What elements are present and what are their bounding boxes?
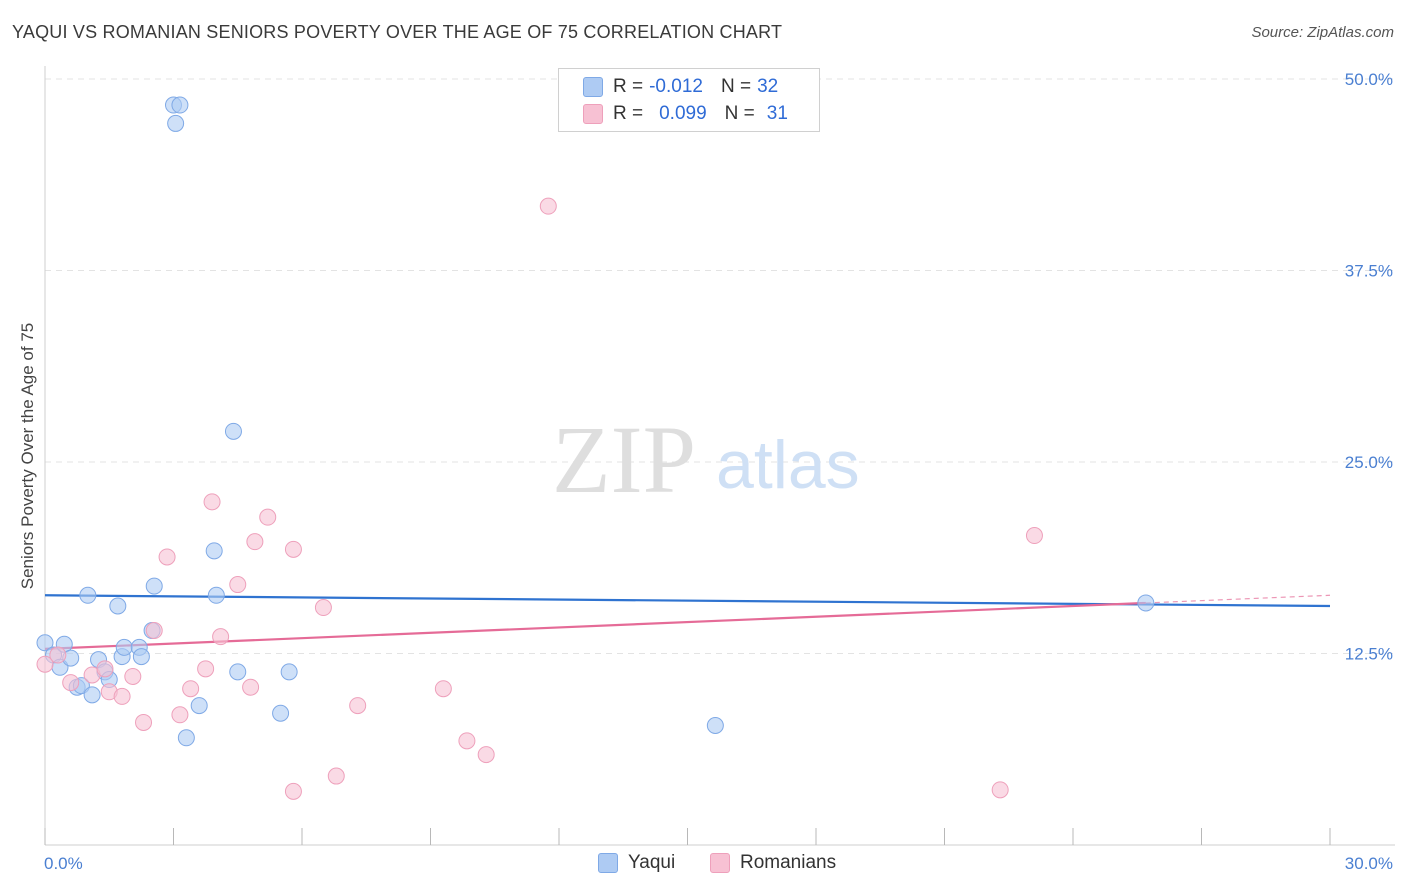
yaqui-point: [167, 114, 185, 132]
yaqui-point: [272, 704, 290, 722]
yaqui-point: [115, 638, 133, 656]
romanians-swatch: [710, 853, 730, 873]
yaqui-point: [36, 634, 54, 652]
tick-labels: 12.5% 25.0% 37.5% 50.0% 0.0% 30.0%: [44, 70, 1393, 873]
n-label: N =: [720, 76, 752, 97]
legend-label: Yaqui: [628, 852, 676, 873]
romanian-point: [246, 533, 264, 551]
romanian-point: [212, 628, 230, 646]
r-label: R =: [613, 76, 644, 97]
yaqui-point: [132, 648, 150, 666]
romanian-point: [349, 697, 367, 715]
yaqui-point: [1137, 594, 1155, 612]
r-value: -0.012: [649, 76, 703, 97]
yaqui-point: [280, 663, 298, 681]
romanian-point: [145, 622, 163, 640]
romanian-point: [434, 680, 452, 698]
legend-row-romanians: R = 0.099 N = 31: [583, 102, 788, 126]
data-points: [36, 96, 1155, 800]
romanian-point: [36, 655, 54, 673]
yaqui-point: [205, 542, 223, 560]
legend-row-yaqui: R = -0.012 N = 32: [583, 75, 778, 99]
legend-item-romanians[interactable]: Romanians: [710, 852, 836, 874]
romanian-point: [458, 732, 476, 750]
yaqui-swatch: [583, 77, 603, 97]
romanian-point: [314, 599, 332, 617]
y-tick-label: 12.5%: [1345, 645, 1393, 664]
romanian-point: [49, 646, 67, 664]
romanian-point: [259, 508, 277, 526]
yaqui-point: [83, 686, 101, 704]
watermark: ZIP atlas: [552, 406, 860, 513]
yaqui-point: [109, 597, 127, 615]
r-label: R =: [613, 103, 644, 124]
romanian-point: [477, 746, 495, 764]
romanian-point: [96, 660, 114, 678]
y-tick-label: 50.0%: [1345, 70, 1393, 89]
chart-title: YAQUI VS ROMANIAN SENIORS POVERTY OVER T…: [12, 22, 783, 42]
romanian-point: [171, 706, 189, 724]
n-value: 31: [766, 103, 788, 124]
romanian-point: [158, 548, 176, 566]
romanian-point: [124, 667, 142, 685]
yaqui-point: [145, 577, 163, 595]
watermark-atlas: atlas: [716, 427, 860, 503]
n-value: 32: [757, 76, 779, 97]
romanian-point: [327, 767, 345, 785]
yaqui-point: [177, 729, 195, 747]
romanians-swatch: [583, 104, 603, 124]
legend-item-yaqui[interactable]: Yaqui: [598, 852, 675, 874]
yaqui-point: [229, 663, 247, 681]
x-tick-label: 0.0%: [44, 854, 83, 873]
romanian-trend-line: [44, 601, 1146, 651]
romanian-point: [539, 197, 557, 215]
yaqui-swatch: [598, 853, 618, 873]
axes: [44, 66, 1395, 846]
romanian-point: [229, 576, 247, 594]
stats-legend: R = -0.012 N = 32 R = 0.099 N = 31: [558, 68, 820, 132]
romanian-point: [242, 678, 260, 696]
watermark-zip: ZIP: [552, 406, 696, 513]
legend-label: Romanians: [740, 852, 837, 873]
yaqui-point: [171, 96, 189, 114]
romanian-point: [284, 540, 302, 558]
romanian-point: [1025, 527, 1043, 545]
romanian-point: [991, 781, 1009, 799]
series-legend: Yaqui Romanians: [0, 852, 1406, 878]
yaqui-point: [79, 586, 97, 604]
romanian-point: [62, 674, 80, 692]
source-credit: Source: ZipAtlas.com: [1251, 24, 1394, 41]
y-tick-label: 37.5%: [1345, 262, 1393, 281]
yaqui-point: [706, 717, 724, 735]
romanian-point: [284, 782, 302, 800]
romanian-point: [203, 493, 221, 511]
romanian-point: [197, 660, 215, 678]
romanian-point: [135, 713, 153, 731]
r-value: 0.099: [659, 103, 707, 124]
y-tick-label: 25.0%: [1345, 453, 1393, 472]
romanian-trend-extension: [1145, 594, 1331, 604]
x-tick-label: 30.0%: [1345, 854, 1393, 873]
gridlines: [45, 78, 1395, 654]
trend-lines: [44, 594, 1331, 651]
n-label: N =: [724, 103, 755, 124]
romanian-point: [182, 680, 200, 698]
romanian-point: [113, 687, 131, 705]
yaqui-point: [207, 586, 225, 604]
yaqui-point: [224, 422, 242, 440]
yaqui-point: [190, 697, 208, 715]
